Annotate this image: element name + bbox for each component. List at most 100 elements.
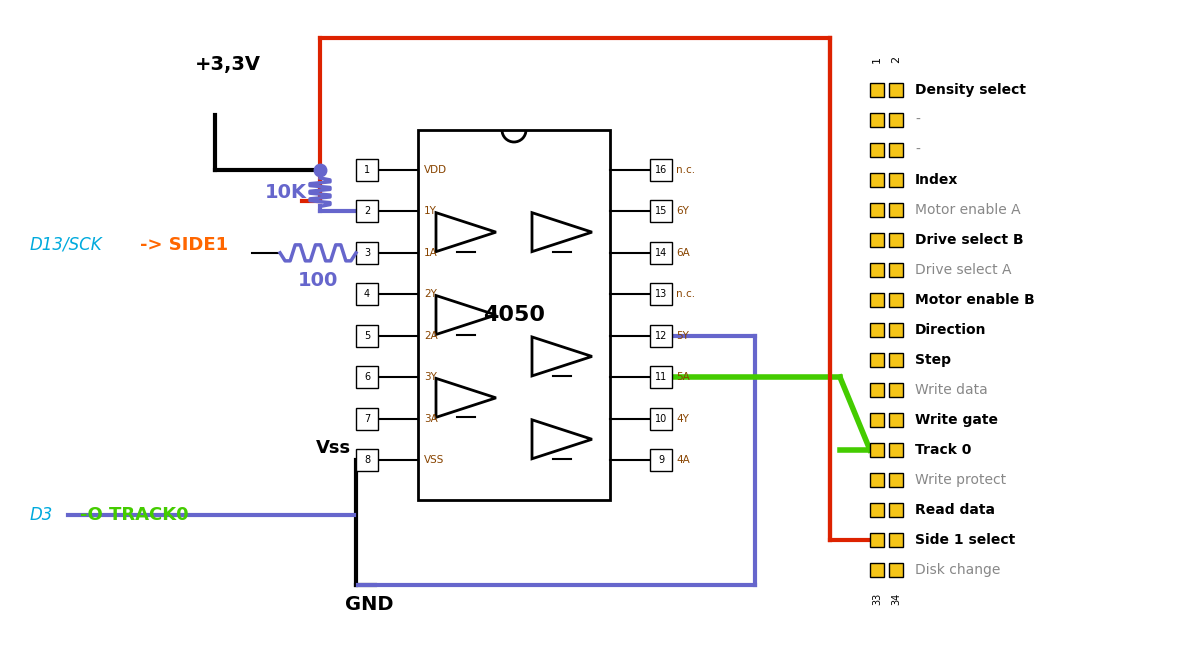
Bar xyxy=(356,408,378,430)
Bar xyxy=(889,173,903,187)
Text: 4A: 4A xyxy=(676,455,690,465)
Text: Side 1 select: Side 1 select xyxy=(915,533,1015,547)
Bar xyxy=(889,323,903,337)
Text: Density select: Density select xyxy=(915,83,1026,97)
Bar xyxy=(418,130,610,500)
Bar xyxy=(650,325,673,347)
Bar xyxy=(889,293,903,307)
Bar xyxy=(889,473,903,487)
Text: 8: 8 xyxy=(364,455,370,465)
Text: 4: 4 xyxy=(364,289,370,300)
Bar xyxy=(356,366,378,388)
Text: 5A: 5A xyxy=(676,372,690,382)
Text: Vss: Vss xyxy=(316,439,351,457)
Bar xyxy=(356,201,378,223)
Bar xyxy=(650,159,673,181)
Bar xyxy=(889,83,903,97)
Bar xyxy=(870,533,884,547)
Bar xyxy=(889,113,903,127)
Text: Drive select B: Drive select B xyxy=(915,233,1024,247)
Text: D13/SCK: D13/SCK xyxy=(30,236,103,254)
Bar xyxy=(650,408,673,430)
Bar xyxy=(870,293,884,307)
Text: n.c.: n.c. xyxy=(676,289,695,300)
Text: 4050: 4050 xyxy=(483,305,545,325)
Bar xyxy=(356,325,378,347)
Bar xyxy=(650,283,673,305)
Text: VSS: VSS xyxy=(424,455,444,465)
Bar xyxy=(650,449,673,471)
Text: -: - xyxy=(915,113,920,127)
Bar xyxy=(889,533,903,547)
Bar xyxy=(870,563,884,577)
Text: 15: 15 xyxy=(655,206,667,217)
Text: D3: D3 xyxy=(30,506,53,524)
Text: Read data: Read data xyxy=(915,503,995,517)
Text: 2A: 2A xyxy=(424,331,437,341)
Bar xyxy=(870,263,884,277)
Text: 33: 33 xyxy=(872,593,882,605)
Bar xyxy=(870,173,884,187)
Bar xyxy=(889,563,903,577)
Text: 4Y: 4Y xyxy=(676,413,689,424)
Bar xyxy=(356,449,378,471)
Text: 3A: 3A xyxy=(424,413,437,424)
Bar xyxy=(889,233,903,247)
Bar xyxy=(870,473,884,487)
Text: 2: 2 xyxy=(891,56,901,63)
Bar xyxy=(889,143,903,157)
Bar xyxy=(356,159,378,181)
Text: 12: 12 xyxy=(655,331,667,341)
Bar xyxy=(650,366,673,388)
Bar xyxy=(870,383,884,397)
Text: Disk change: Disk change xyxy=(915,563,1000,577)
Text: 14: 14 xyxy=(655,248,667,258)
Bar xyxy=(356,283,378,305)
Text: -: - xyxy=(915,143,920,157)
Text: 13: 13 xyxy=(655,289,667,300)
Text: 5Y: 5Y xyxy=(676,331,689,341)
Text: 2: 2 xyxy=(364,206,370,217)
Text: 3Y: 3Y xyxy=(424,372,437,382)
Bar xyxy=(870,353,884,367)
Text: 9: 9 xyxy=(658,455,664,465)
Bar xyxy=(889,503,903,517)
Text: -> SIDE1: -> SIDE1 xyxy=(139,236,228,254)
Bar xyxy=(889,383,903,397)
Bar xyxy=(889,203,903,217)
Text: Write data: Write data xyxy=(915,383,988,397)
Text: Track 0: Track 0 xyxy=(915,443,972,457)
Text: 6A: 6A xyxy=(676,248,690,258)
Text: 100: 100 xyxy=(298,271,338,291)
Bar xyxy=(870,323,884,337)
Bar xyxy=(889,353,903,367)
Bar xyxy=(870,83,884,97)
Text: 34: 34 xyxy=(891,593,901,605)
Bar xyxy=(870,233,884,247)
Text: 16: 16 xyxy=(655,165,667,175)
Bar xyxy=(650,242,673,264)
Text: Write protect: Write protect xyxy=(915,473,1006,487)
Bar xyxy=(870,443,884,457)
Text: Index: Index xyxy=(915,173,959,187)
Text: 1A: 1A xyxy=(424,248,437,258)
Bar xyxy=(870,143,884,157)
Text: 5: 5 xyxy=(364,331,370,341)
Text: 11: 11 xyxy=(655,372,667,382)
Text: 6: 6 xyxy=(364,372,370,382)
Text: 2Y: 2Y xyxy=(424,289,437,300)
Bar xyxy=(870,503,884,517)
Bar xyxy=(870,203,884,217)
Text: 10K: 10K xyxy=(265,182,307,202)
Text: 1: 1 xyxy=(364,165,370,175)
Text: Direction: Direction xyxy=(915,323,987,337)
Text: VDD: VDD xyxy=(424,165,447,175)
Bar xyxy=(889,413,903,427)
Text: Step: Step xyxy=(915,353,952,367)
Text: Motor enable B: Motor enable B xyxy=(915,293,1034,307)
Text: 1Y: 1Y xyxy=(424,206,437,217)
Text: GND: GND xyxy=(345,595,394,614)
Text: -O TRACK0: -O TRACK0 xyxy=(80,506,189,524)
Text: 7: 7 xyxy=(364,413,370,424)
Text: 10: 10 xyxy=(655,413,667,424)
